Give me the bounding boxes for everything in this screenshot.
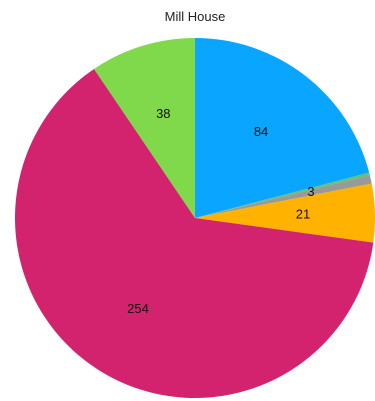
pie-label-3: 21 — [296, 206, 310, 221]
pie-slice-5 — [94, 38, 195, 218]
pie-slice-4 — [14, 68, 374, 398]
pie-labels: 84 3 21 254 38 — [127, 106, 315, 316]
pie-slice-0 — [195, 38, 370, 218]
pie-slices — [14, 38, 375, 398]
chart-title: Mill House — [164, 9, 226, 24]
pie-slice-2 — [195, 175, 372, 218]
pie-slice-3 — [195, 183, 375, 243]
pie-slice-1 — [195, 172, 370, 218]
pie-label-5: 38 — [156, 106, 170, 121]
pie-label-2: 3 — [307, 184, 314, 199]
pie-label-4: 254 — [127, 301, 149, 316]
pie-label-0: 84 — [254, 124, 268, 139]
